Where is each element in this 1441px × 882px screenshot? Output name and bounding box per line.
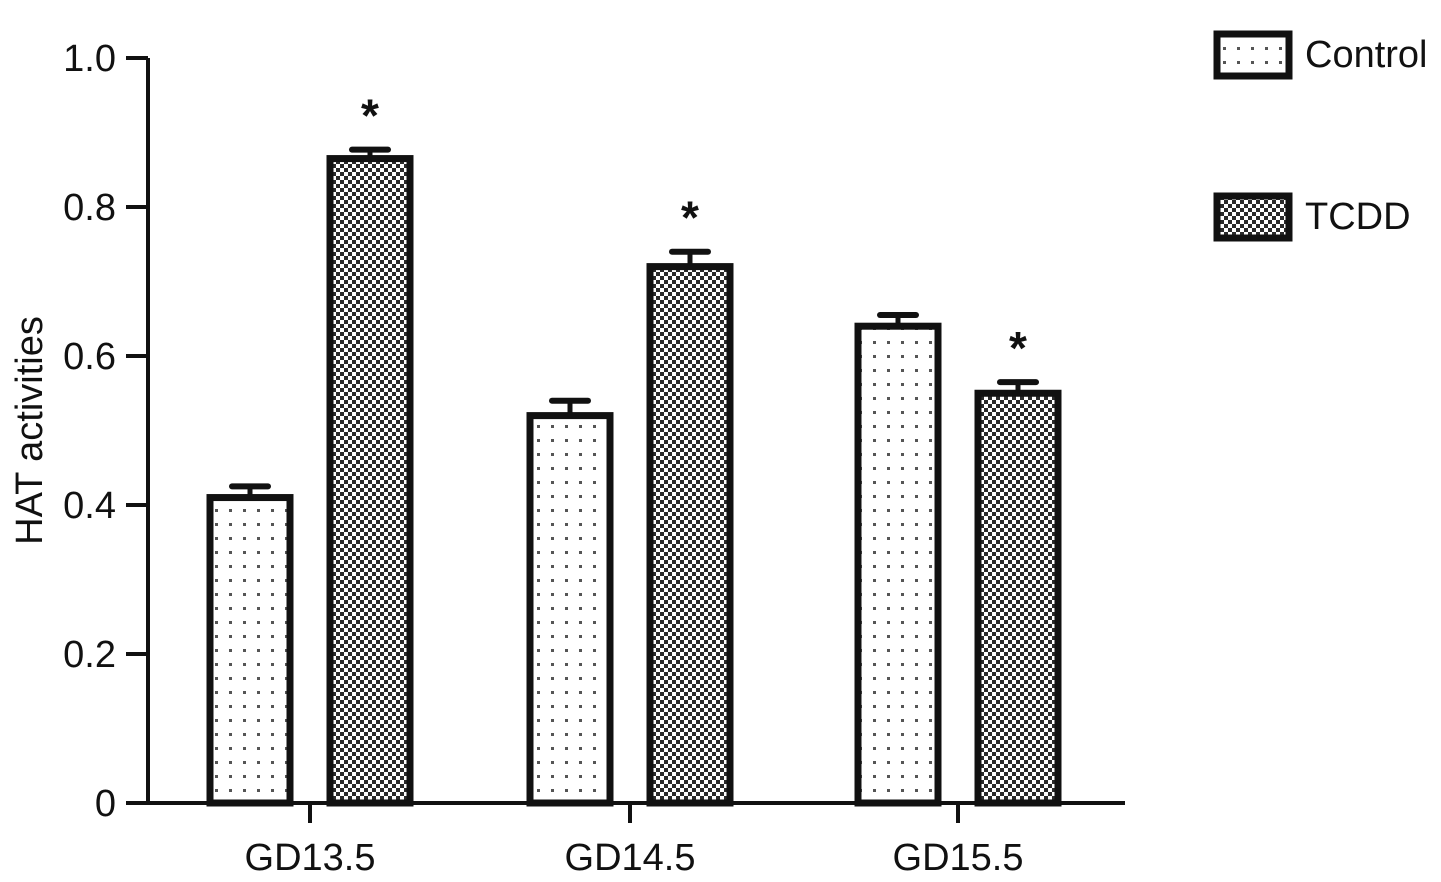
legend-swatch-tcdd [1213,192,1293,242]
legend-label-tcdd: TCDD [1305,196,1411,238]
bar-tcdd-gd15-5 [974,389,1062,807]
y-axis-title: HAT activities [9,316,51,545]
y-tick-label: 0.4 [63,485,116,527]
bars [206,146,1062,807]
y-tick-label: 1.0 [63,38,116,80]
x-tick-label: GD13.5 [245,837,376,879]
legend-label-control: Control [1305,34,1428,76]
bar-control-gd14-5 [526,412,614,807]
bar-tcdd-gd14-5 [646,263,734,807]
bar-tcdd-gd13-5 [326,155,414,807]
significance-mark: * [1009,322,1027,374]
legend-swatch-control [1213,30,1293,80]
y-tick-label: 0.2 [63,634,116,676]
axis-labels: 0 0.2 0.4 0.6 0.8 1.0 HAT activities GD13.5 * GD1… [9,38,1027,879]
x-tick-label: GD14.5 [565,837,696,879]
y-tick-label: 0.8 [63,187,116,229]
x-tick-label: GD15.5 [893,837,1024,879]
y-tick-label: 0 [95,783,116,825]
bar-control-gd15-5 [854,322,942,807]
significance-mark: * [681,192,699,244]
legend: Control TCDD [1213,30,1428,242]
bar-control-gd13-5 [206,494,294,807]
y-tick-label: 0.6 [63,336,116,378]
significance-mark: * [361,90,379,142]
